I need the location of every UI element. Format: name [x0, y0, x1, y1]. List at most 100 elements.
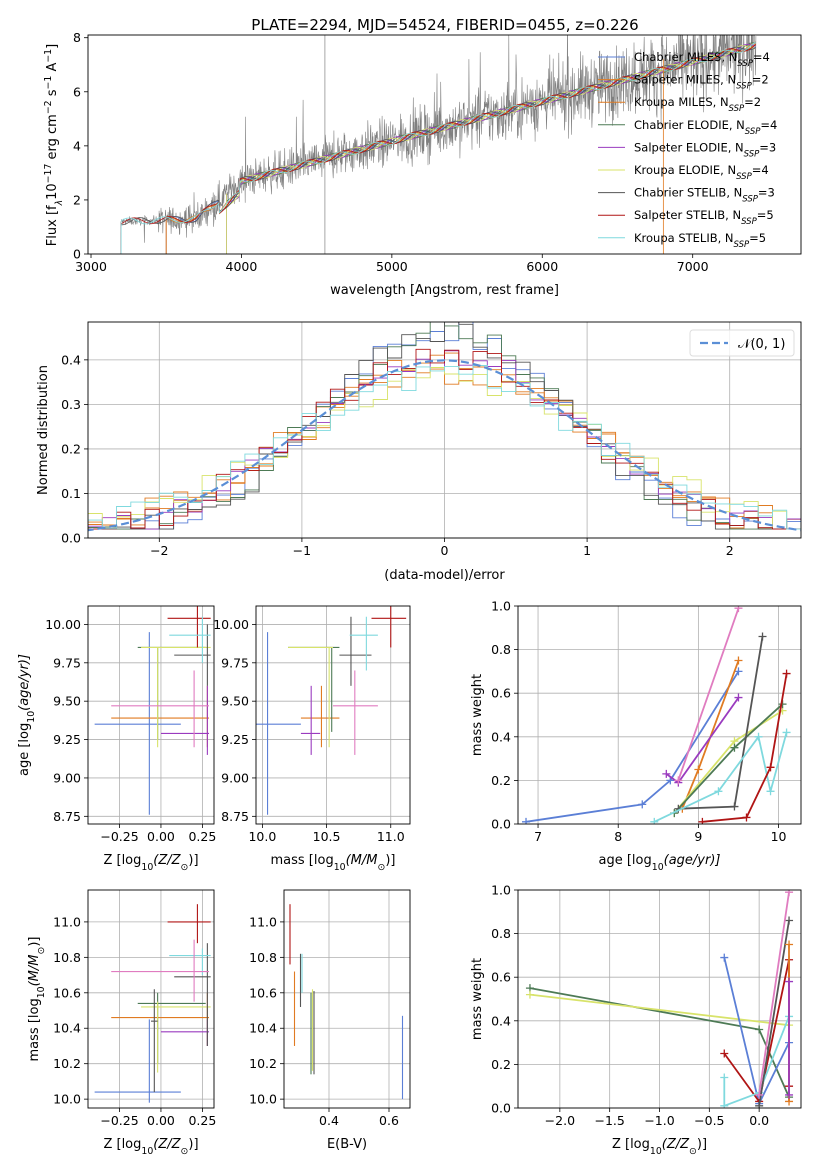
x-tick-label: 3000	[75, 259, 107, 274]
model-line	[120, 41, 756, 225]
x-tick-label: −1.5	[594, 1113, 624, 1128]
legend-label-sub: SSP	[744, 149, 760, 159]
age_vs_mass-xlabel-part: ⊙	[377, 862, 385, 873]
legend-label-name: Kroupa ELODIE, N	[634, 163, 736, 177]
weight-marker	[714, 787, 723, 796]
y-tick-label: 10.0	[53, 1092, 81, 1107]
mass_weight_vs_Z-xlabel-part: )]	[697, 1137, 707, 1152]
y-tick-label: 9.00	[53, 770, 81, 785]
legend-label: Kroupa MILES, NSSP=2	[634, 95, 761, 114]
weight-line	[702, 673, 788, 823]
x-tick-label: −0.25	[100, 829, 138, 844]
spectrum-ylabel-part: −17	[43, 164, 54, 184]
weight-marker	[734, 656, 743, 665]
y-tick-label: 10.8	[249, 950, 277, 965]
legend-label-sub: SSP	[729, 104, 745, 114]
x-tick-label: 6000	[526, 259, 558, 274]
mass_weight_vs_age-plot-area	[522, 606, 791, 824]
weight-marker	[638, 800, 647, 809]
figure-title: PLATE=2294, MJD=54524, FIBERID=0455, z=0…	[251, 16, 638, 34]
weight-marker	[734, 693, 743, 702]
residuals-legend: 𝒩(0, 1)	[689, 329, 795, 357]
x-tick-label: 11.0	[377, 829, 405, 844]
mass_vs_Z-frame	[87, 889, 215, 1109]
weight-marker	[720, 1073, 729, 1082]
weight-marker	[766, 787, 775, 796]
weight-marker	[785, 1090, 794, 1099]
y-tick-label: 9.00	[221, 770, 249, 785]
y-tick-label: 2	[73, 192, 81, 207]
mass_vs_Z-ylabel: mass [log10(M/M⊙)]	[27, 937, 47, 1062]
y-tick-label: 10.2	[249, 1056, 277, 1071]
spectrum-plot-area	[120, 35, 757, 254]
weight-marker	[650, 817, 659, 824]
legend-label-suffix: =2	[752, 73, 769, 87]
y-tick-label: 10.00	[213, 617, 249, 632]
legend-label-sub: SSP	[742, 195, 758, 205]
mass_weight_vs_Z-frame	[517, 889, 802, 1109]
mass_vs_Z-axes: −0.25 0.00 0.25 10.0 10.2 10.4 10.6 10.8 11.0	[53, 890, 216, 1128]
weight-line	[677, 607, 740, 781]
age_vs_mass-xlabel-part: (M/M	[346, 853, 378, 868]
mass_vs_Z-xlabel-part: (Z/Z	[153, 1137, 181, 1152]
y-tick-label: 9.50	[53, 694, 81, 709]
x-tick-label: 1	[583, 543, 591, 558]
spectrum-ylabel-part: λ	[54, 200, 65, 207]
legend-label-name: Chabrier STELIB, N	[634, 186, 742, 200]
legend-label-name: Kroupa MILES, N	[634, 95, 729, 109]
weight-marker	[730, 802, 739, 811]
legend-label-name: Salpeter STELIB, N	[634, 208, 741, 222]
legend-label-suffix: =5	[749, 231, 766, 245]
weight-marker	[694, 765, 703, 774]
weight-marker	[742, 813, 751, 822]
legend-label-name: Kroupa STELIB, N	[634, 231, 734, 245]
legend-label-name: Chabrier MILES, N	[634, 50, 737, 64]
y-tick-label: 10.4	[249, 1021, 277, 1036]
x-tick-label: 0.00	[147, 829, 175, 844]
weight-line	[758, 920, 790, 1106]
weight-marker	[785, 977, 794, 986]
mass_weight_vs_Z-plot-area	[525, 890, 794, 1108]
weight-marker	[755, 1101, 764, 1108]
age_vs_Z-xlabel-part: )]	[188, 853, 198, 868]
legend-label-suffix: =3	[759, 140, 776, 154]
residuals-xlabel: (data-model)/error	[384, 568, 505, 583]
spectrum-data-line	[120, 35, 757, 243]
weight-marker	[720, 1049, 729, 1058]
age_vs_Z-xlabel-part: (Z/Z	[153, 853, 181, 868]
weight-marker	[698, 817, 707, 824]
x-tick-label: −1	[293, 543, 311, 558]
mass_vs_Z-xlabel-part: 10	[141, 1146, 153, 1157]
mass_vs_Z-plot-area	[94, 904, 211, 1103]
y-tick-label: 1.0	[491, 599, 511, 614]
spectrum-ylabel: Flux [fλ10−17 erg cm−2 s−1 A−1]	[43, 44, 65, 246]
weight-marker	[734, 667, 743, 676]
normal-curve	[88, 359, 801, 532]
spectrum-ylabel-part: erg cm	[45, 114, 60, 163]
legend-label-name: Salpeter ELODIE, N	[634, 140, 744, 154]
y-tick-label: 8.75	[221, 809, 249, 824]
legend-label: Kroupa ELODIE, NSSP=4	[634, 163, 769, 182]
age_vs_mass-frame	[255, 605, 411, 825]
y-tick-label: 11.0	[249, 914, 277, 929]
age_vs_Z-ylabel-part: (age/yr)]	[17, 654, 32, 711]
mass_weight_vs_Z-xlabel-part: (Z/Z	[662, 1137, 690, 1152]
residuals-frame	[87, 321, 802, 539]
mass_vs_ebv-axes: 0.4 0.6 10.0 10.2 10.4 10.6 10.8 11.0	[249, 890, 410, 1128]
age_vs_mass-xlabel-part: )]	[385, 853, 395, 868]
age_vs_Z-axes: −0.25 0.00 0.25 8.75 9.00 9.25 9.50 9.75 10.00	[45, 606, 216, 844]
y-tick-label: 0.2	[61, 441, 81, 456]
model-line	[120, 44, 756, 225]
weight-marker	[734, 606, 743, 613]
age_vs_mass-xlabel-part: 10	[334, 862, 346, 873]
mass_vs_Z-ylabel-part: ⊙	[36, 947, 47, 955]
weight-marker	[720, 1101, 729, 1108]
mass_vs_Z-xlabel-part: )]	[188, 1137, 198, 1152]
residuals-ylabel: Normed distribution	[36, 365, 51, 495]
x-tick-label: 0	[441, 543, 449, 558]
y-tick-label: 0.2	[491, 773, 511, 788]
y-tick-label: 4	[73, 138, 81, 153]
spectrum-axes: 3000 4000 5000 6000 7000 0 2 4 6 8	[73, 30, 709, 274]
weight-marker	[766, 763, 775, 772]
